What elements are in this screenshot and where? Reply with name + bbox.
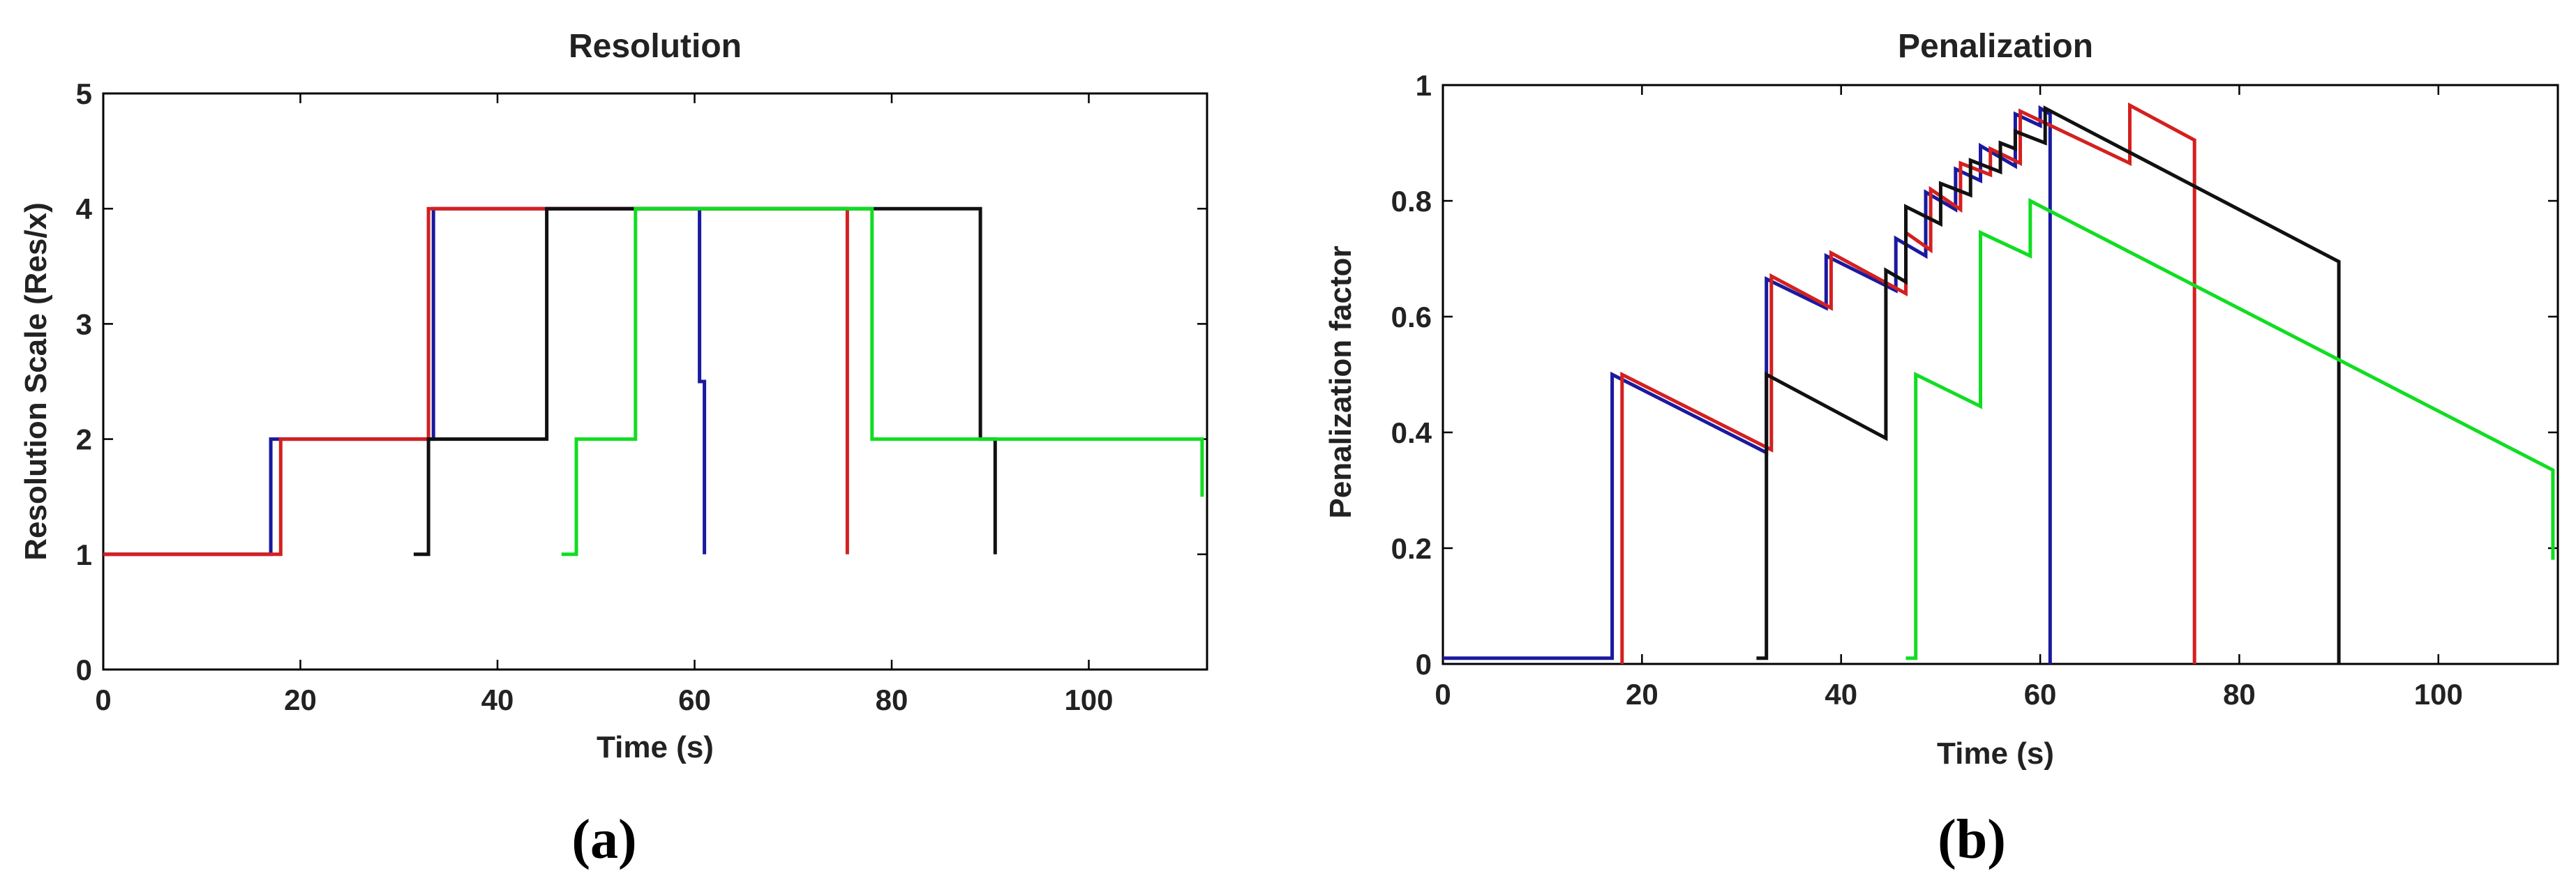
resolution-y-tick-label: 4	[76, 192, 93, 225]
resolution-y-axis-label: Resolution Scale (Res/x)	[19, 202, 53, 560]
resolution-chart-title: Resolution	[569, 28, 742, 65]
penalization-y-tick-label: 0.4	[1391, 416, 1432, 449]
penalization-chart-title: Penalization	[1898, 28, 2093, 65]
penalization-plot-frame	[1441, 84, 2559, 665]
penalization-series-line-2	[1620, 102, 2196, 664]
penalization-chart: Penalization 0 20 40 60 80 10000.20.40.60.81 …	[1324, 28, 2559, 870]
resolution-x-axis-label: Time (s)	[597, 730, 714, 764]
resolution-y-tick-label: 3	[76, 308, 92, 340]
resolution-series-line-2	[103, 206, 849, 557]
penalization-y-tick-label: 1	[1416, 69, 1432, 102]
resolution-x-tick-label: 40	[481, 683, 514, 716]
panel-label-a: (a)	[571, 809, 636, 870]
penalization-series-line-4	[1905, 197, 2555, 660]
resolution-y-tick-label: 5	[76, 77, 92, 110]
resolution-x-tick-label: 20	[284, 683, 317, 716]
penalization-y-tick-label: 0.6	[1391, 301, 1432, 333]
penalization-y-axis-label: Penalization factor	[1324, 245, 1358, 518]
resolution-x-tick-label: 100	[1064, 683, 1113, 716]
penalization-y-tick-label: 0.8	[1391, 185, 1432, 218]
penalization-series-line-3	[1756, 105, 2341, 664]
resolution-plot-frame	[102, 92, 1208, 671]
panel-label-b: (b)	[1938, 809, 2006, 870]
penalization-x-tick-label: 0	[1435, 678, 1451, 711]
resolution-x-tick-label: 0	[95, 683, 111, 716]
penalization-x-tick-label: 40	[1825, 678, 1857, 711]
resolution-y-tick-label: 1	[76, 538, 92, 571]
penalization-x-tick-label: 20	[1626, 678, 1658, 711]
penalization-x-tick-label: 100	[2414, 678, 2463, 711]
penalization-x-tick-label: 80	[2223, 678, 2256, 711]
penalization-y-tick-label: 0.2	[1391, 532, 1432, 565]
penalization-x-axis-label: Time (s)	[1937, 736, 2054, 771]
resolution-series-group	[103, 206, 1204, 557]
resolution-x-tick-label: 80	[876, 683, 908, 716]
penalization-x-tick-label: 60	[2024, 678, 2057, 711]
penalization-axis-ticks: 0 20 40 60 80 100 0 0.2 0.4 0.6 0.8 1	[1391, 69, 2558, 711]
resolution-series-line-1	[103, 206, 707, 557]
resolution-x-tick-label: 60	[678, 683, 711, 716]
resolution-y-tick-label: 0	[76, 653, 92, 686]
resolution-y-tick-label: 2	[76, 423, 92, 456]
resolution-axis-ticks: 0 20 40 60 80 100 0 1 2 3 4 5	[76, 77, 1207, 716]
resolution-series-line-4	[561, 206, 1204, 557]
penalization-y-tick-label: 0	[1416, 648, 1432, 681]
resolution-chart: Resolution 0 20 40 60 80 100 0 1 2 3 4 5 Time (s) R…	[19, 28, 1208, 870]
penalization-series-group	[1443, 102, 2555, 664]
